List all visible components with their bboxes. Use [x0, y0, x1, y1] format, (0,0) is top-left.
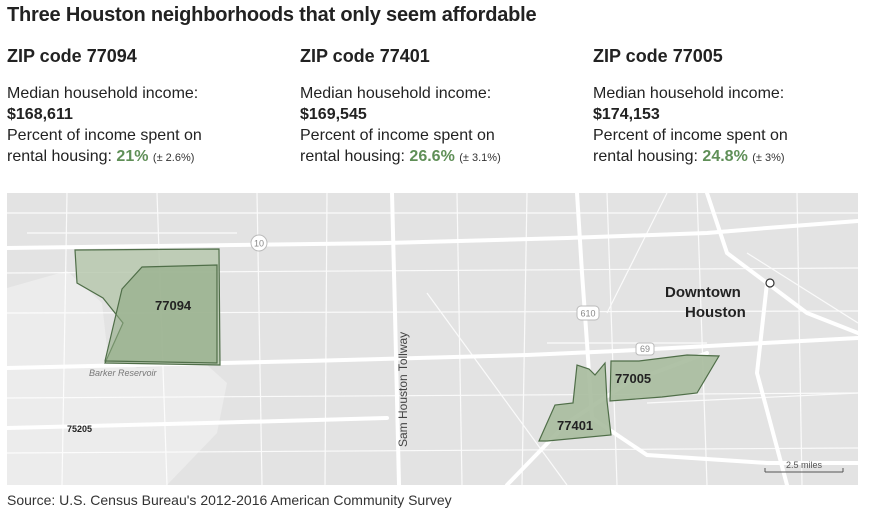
percent-value: 21% [116, 148, 149, 165]
reservoir-area [7, 271, 227, 485]
shield-10: 10 [250, 234, 268, 252]
zip-heading: ZIP code 77094 [7, 46, 137, 66]
page-title: Three Houston neighborhoods that only se… [7, 4, 537, 26]
freeway-288 [754, 281, 789, 487]
zip-heading: ZIP code 77401 [300, 46, 430, 66]
income-value: $169,545 [300, 106, 367, 123]
zip-label-77094: 77094 [155, 298, 192, 313]
shield-10-label: 10 [254, 239, 264, 249]
percent-line: rental housing: 26.6% (± 3.1%) [300, 146, 590, 169]
map-canvas: 10 610 69 77094 77401 77005 Downtown Hou… [5, 191, 860, 487]
percent-value: 24.8% [702, 148, 748, 165]
map-labels: 77094 77401 77005 Downtown Houston Barke… [67, 284, 746, 447]
margin-of-error: (± 2.6%) [152, 152, 195, 164]
zip-77094-core [104, 264, 218, 364]
percent-label-2: rental housing: [300, 148, 405, 165]
zip-77005-area [609, 354, 721, 402]
downtown-marker-icon [765, 278, 775, 288]
shield-610: 610 [576, 305, 600, 321]
sam-houston-tollway [390, 191, 401, 487]
shield-610-label: 610 [580, 309, 595, 319]
margin-of-error: (± 3.1%) [459, 152, 501, 164]
reservoir-label: Barker Reservoir [89, 368, 158, 378]
percent-label: Percent of income spent on [593, 127, 788, 144]
percent-label: Percent of income spent on [300, 127, 495, 144]
westpark [5, 416, 389, 430]
zip-label-77401: 77401 [557, 418, 593, 433]
scale-bar: 2.5 miles [764, 460, 844, 473]
source-note: Source: U.S. Census Bureau's 2012-2016 A… [7, 492, 452, 508]
percent-label-2: rental housing: [593, 148, 698, 165]
income-label: Median household income: [593, 85, 785, 102]
income-label: Median household income: [300, 85, 492, 102]
zip-summary-77005: ZIP code 77005 Median household income: … [593, 46, 880, 169]
interstate-10 [5, 219, 860, 250]
tollway-label: Sam Houston Tollway [396, 332, 410, 447]
zip-summary-77401: ZIP code 77401 Median household income: … [300, 46, 590, 169]
zip-77401-area [538, 361, 612, 442]
zip-heading: ZIP code 77005 [593, 46, 723, 66]
scale-label: 2.5 miles [786, 460, 823, 470]
shield-69: 69 [635, 342, 655, 356]
zip-label-75205: 75205 [67, 424, 92, 434]
shield-69-label: 69 [640, 344, 650, 354]
percent-label-2: rental housing: [7, 148, 112, 165]
percent-line: rental housing: 21% (± 2.6%) [7, 146, 297, 169]
zip-label-77005: 77005 [615, 371, 651, 386]
income-label: Median household income: [7, 85, 199, 102]
percent-label: Percent of income spent on [7, 127, 202, 144]
downtown-label-line2: Houston [685, 304, 746, 321]
margin-of-error: (± 3%) [752, 152, 785, 164]
income-value: $168,611 [7, 106, 73, 123]
houston-map: 10 610 69 77094 77401 77005 Downtown Hou… [5, 191, 860, 487]
percent-line: rental housing: 24.8% (± 3%) [593, 146, 880, 169]
income-value: $174,153 [593, 106, 660, 123]
zip-summary-77094: ZIP code 77094 Median household income: … [7, 46, 297, 169]
downtown-label-line1: Downtown [665, 284, 741, 301]
percent-value: 26.6% [409, 148, 455, 165]
highway-69 [5, 336, 860, 370]
